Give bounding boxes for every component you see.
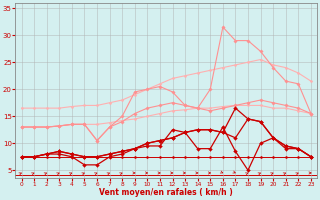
X-axis label: Vent moyen/en rafales ( km/h ): Vent moyen/en rafales ( km/h ) xyxy=(100,188,233,197)
